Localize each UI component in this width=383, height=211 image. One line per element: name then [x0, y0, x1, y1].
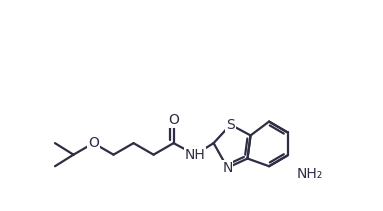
Text: NH: NH — [185, 148, 206, 162]
Text: O: O — [168, 113, 179, 127]
Text: O: O — [88, 136, 99, 150]
Text: N: N — [222, 161, 232, 175]
Text: NH₂: NH₂ — [297, 167, 323, 181]
Text: S: S — [226, 118, 235, 132]
